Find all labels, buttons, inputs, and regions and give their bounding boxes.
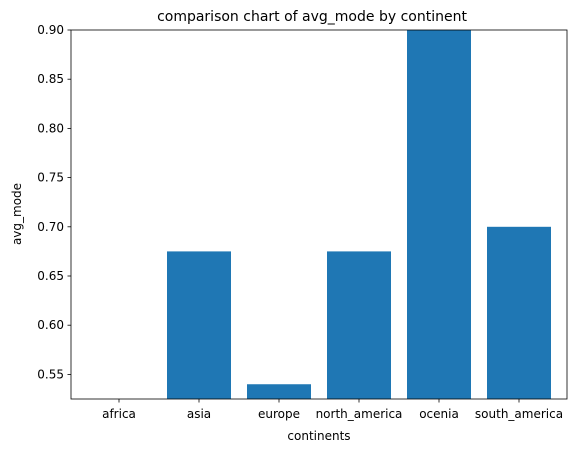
bar-south_america xyxy=(487,226,551,399)
y-axis-ticks: 0.55 0.60 0.65 0.70 0.75 0.80 0.85 0.90 xyxy=(37,23,71,381)
y-tick-label: 0.75 xyxy=(37,171,64,185)
bar-europe xyxy=(247,384,311,399)
chart-title: comparison chart of avg_mode by continen… xyxy=(157,9,467,25)
x-tick-label-africa: africa xyxy=(102,407,136,421)
x-tick-label-asia: asia xyxy=(187,407,211,421)
x-tick-label-north_america: north_america xyxy=(316,407,403,421)
x-tick-label-europe: europe xyxy=(258,407,300,421)
y-tick-label: 0.80 xyxy=(37,121,64,135)
bar-asia xyxy=(167,251,231,399)
y-tick-label: 0.85 xyxy=(37,72,64,86)
x-axis-label: continents xyxy=(287,429,350,443)
y-tick-label: 0.65 xyxy=(37,269,64,283)
x-tick-label-ocenia: ocenia xyxy=(419,407,459,421)
bar-north_america xyxy=(327,251,391,399)
y-tick-label: 0.90 xyxy=(37,23,64,37)
y-tick-label: 0.70 xyxy=(37,220,64,234)
y-tick-label: 0.60 xyxy=(37,318,64,332)
x-tick-label-south_america: south_america xyxy=(475,407,563,421)
x-axis-ticks: africa asia europe north_america ocenia south… xyxy=(102,399,563,421)
y-tick-label: 0.55 xyxy=(37,367,64,381)
bars-group xyxy=(167,30,551,399)
y-axis-label: avg_mode xyxy=(10,183,24,245)
plot-frame xyxy=(70,29,568,400)
bar-ocenia xyxy=(407,30,471,399)
